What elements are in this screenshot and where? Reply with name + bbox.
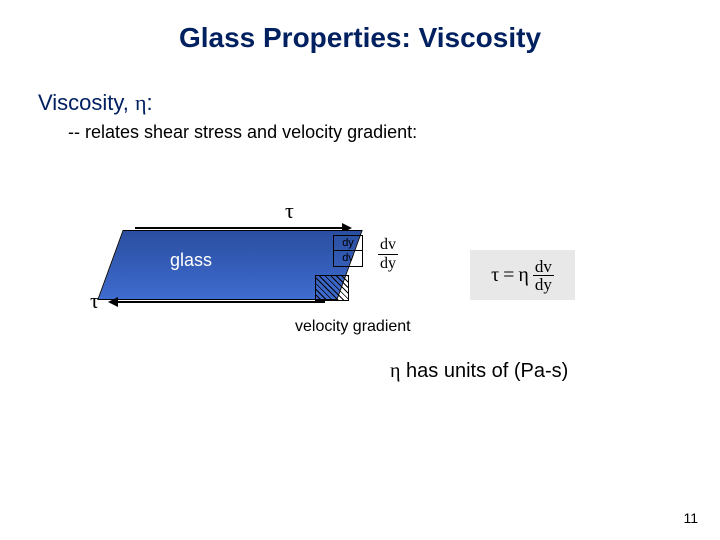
formula-eta: η <box>518 264 528 287</box>
frac-num: dv <box>378 236 398 255</box>
bullet-text: Viscosity, <box>38 90 135 115</box>
units-text: has units of (Pa-s) <box>400 360 568 382</box>
formula-frac: dv dy <box>533 258 554 293</box>
stack-dv: dv <box>333 251 363 267</box>
units-line: η has units of (Pa-s) <box>390 360 568 383</box>
shear-diagram: τ glass dy dv dv dy τ velocity gradient <box>80 180 500 360</box>
tau-top-label: τ <box>285 198 294 224</box>
shear-arrow-bottom <box>110 301 325 303</box>
bullet-suffix: : <box>147 90 153 115</box>
page-title: Glass Properties: Viscosity <box>0 22 720 54</box>
frac-den: dy <box>378 255 398 273</box>
formula-box: τ = η dv dy <box>470 250 575 300</box>
shear-arrow-top <box>135 227 350 229</box>
formula-tau: τ <box>491 264 499 287</box>
units-eta: η <box>390 360 400 382</box>
formula-den: dy <box>533 276 554 293</box>
tau-bottom-label: τ <box>90 288 99 314</box>
dv-over-dy: dv dy <box>378 236 398 273</box>
eta-symbol: η <box>135 90 147 115</box>
sub-definition: -- relates shear stress and velocity gra… <box>68 122 417 143</box>
stack-dy: dy <box>333 235 363 251</box>
viscosity-formula: τ = η dv dy <box>491 258 554 293</box>
page-number: 11 <box>683 510 698 526</box>
dy-dv-stack: dy dv <box>333 235 363 267</box>
velocity-gradient-label: velocity gradient <box>295 318 411 336</box>
formula-num: dv <box>533 258 554 276</box>
glass-label: glass <box>170 250 212 271</box>
formula-eq: = <box>503 264 514 287</box>
fixed-plate-hatching <box>315 275 349 301</box>
bullet-viscosity: Viscosity, η: <box>38 90 153 116</box>
